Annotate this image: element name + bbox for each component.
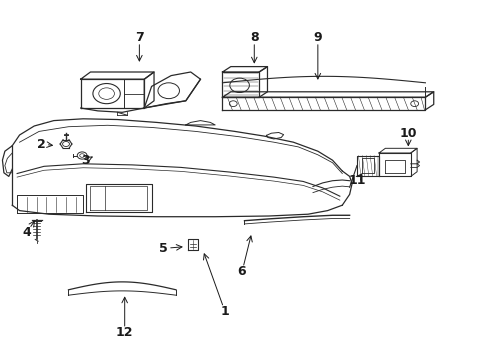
Text: 12: 12	[116, 327, 133, 339]
Text: 3: 3	[81, 154, 90, 167]
Text: 2: 2	[37, 138, 46, 150]
Text: 5: 5	[159, 242, 168, 255]
Text: 8: 8	[249, 31, 258, 44]
Text: 7: 7	[135, 31, 143, 44]
Text: 4: 4	[22, 226, 31, 239]
Text: 10: 10	[399, 127, 416, 140]
Text: 6: 6	[237, 265, 246, 278]
Text: 11: 11	[347, 174, 365, 186]
Text: 1: 1	[220, 305, 229, 318]
Text: 9: 9	[313, 31, 322, 44]
